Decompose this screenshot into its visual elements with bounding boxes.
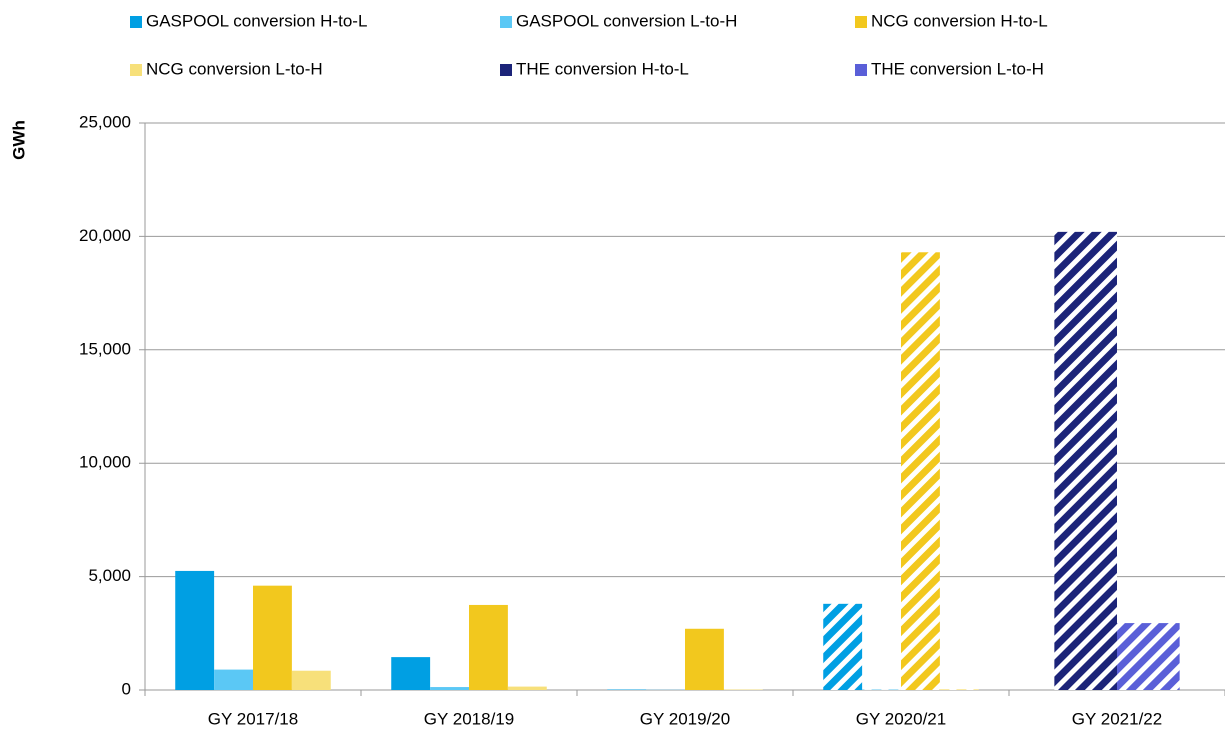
y-tick-label: 20,000 — [79, 226, 131, 245]
x-tick-label: GY 2019/20 — [640, 709, 730, 728]
bar — [685, 628, 724, 690]
x-tick-label: GY 2017/18 — [208, 709, 298, 728]
legend-swatch — [130, 16, 142, 28]
legend-label: NCG conversion H-to-L — [871, 11, 1048, 30]
legend-label: GASPOOL conversion H-to-L — [146, 11, 367, 30]
bar — [175, 570, 215, 690]
bar — [214, 669, 253, 690]
bar — [253, 585, 292, 690]
bar — [430, 687, 469, 690]
legend-swatch — [855, 64, 867, 76]
y-axis-label: GWh — [9, 120, 28, 160]
y-tick-label: 10,000 — [79, 453, 131, 472]
bar — [823, 603, 863, 690]
legend-label: GASPOOL conversion L-to-H — [516, 11, 737, 30]
legend-swatch — [500, 64, 512, 76]
x-tick-label: GY 2020/21 — [856, 709, 946, 728]
legend-label: THE conversion H-to-L — [516, 59, 689, 78]
bar — [291, 670, 331, 690]
y-tick-label: 5,000 — [88, 566, 131, 585]
bar — [391, 657, 431, 690]
legend-label: THE conversion L-to-H — [871, 59, 1044, 78]
x-tick-label: GY 2018/19 — [424, 709, 514, 728]
bar — [1054, 231, 1117, 690]
bar — [469, 604, 508, 690]
bar — [939, 689, 979, 690]
legend-swatch — [130, 64, 142, 76]
legend-swatch — [500, 16, 512, 28]
bar — [507, 686, 547, 690]
bar — [901, 252, 940, 690]
y-tick-label: 15,000 — [79, 339, 131, 358]
x-tick-label: GY 2021/22 — [1072, 709, 1162, 728]
bar — [1117, 623, 1180, 690]
y-tick-label: 25,000 — [79, 112, 131, 131]
legend-label: NCG conversion L-to-H — [146, 59, 323, 78]
legend-swatch — [855, 16, 867, 28]
y-tick-label: 0 — [122, 679, 131, 698]
